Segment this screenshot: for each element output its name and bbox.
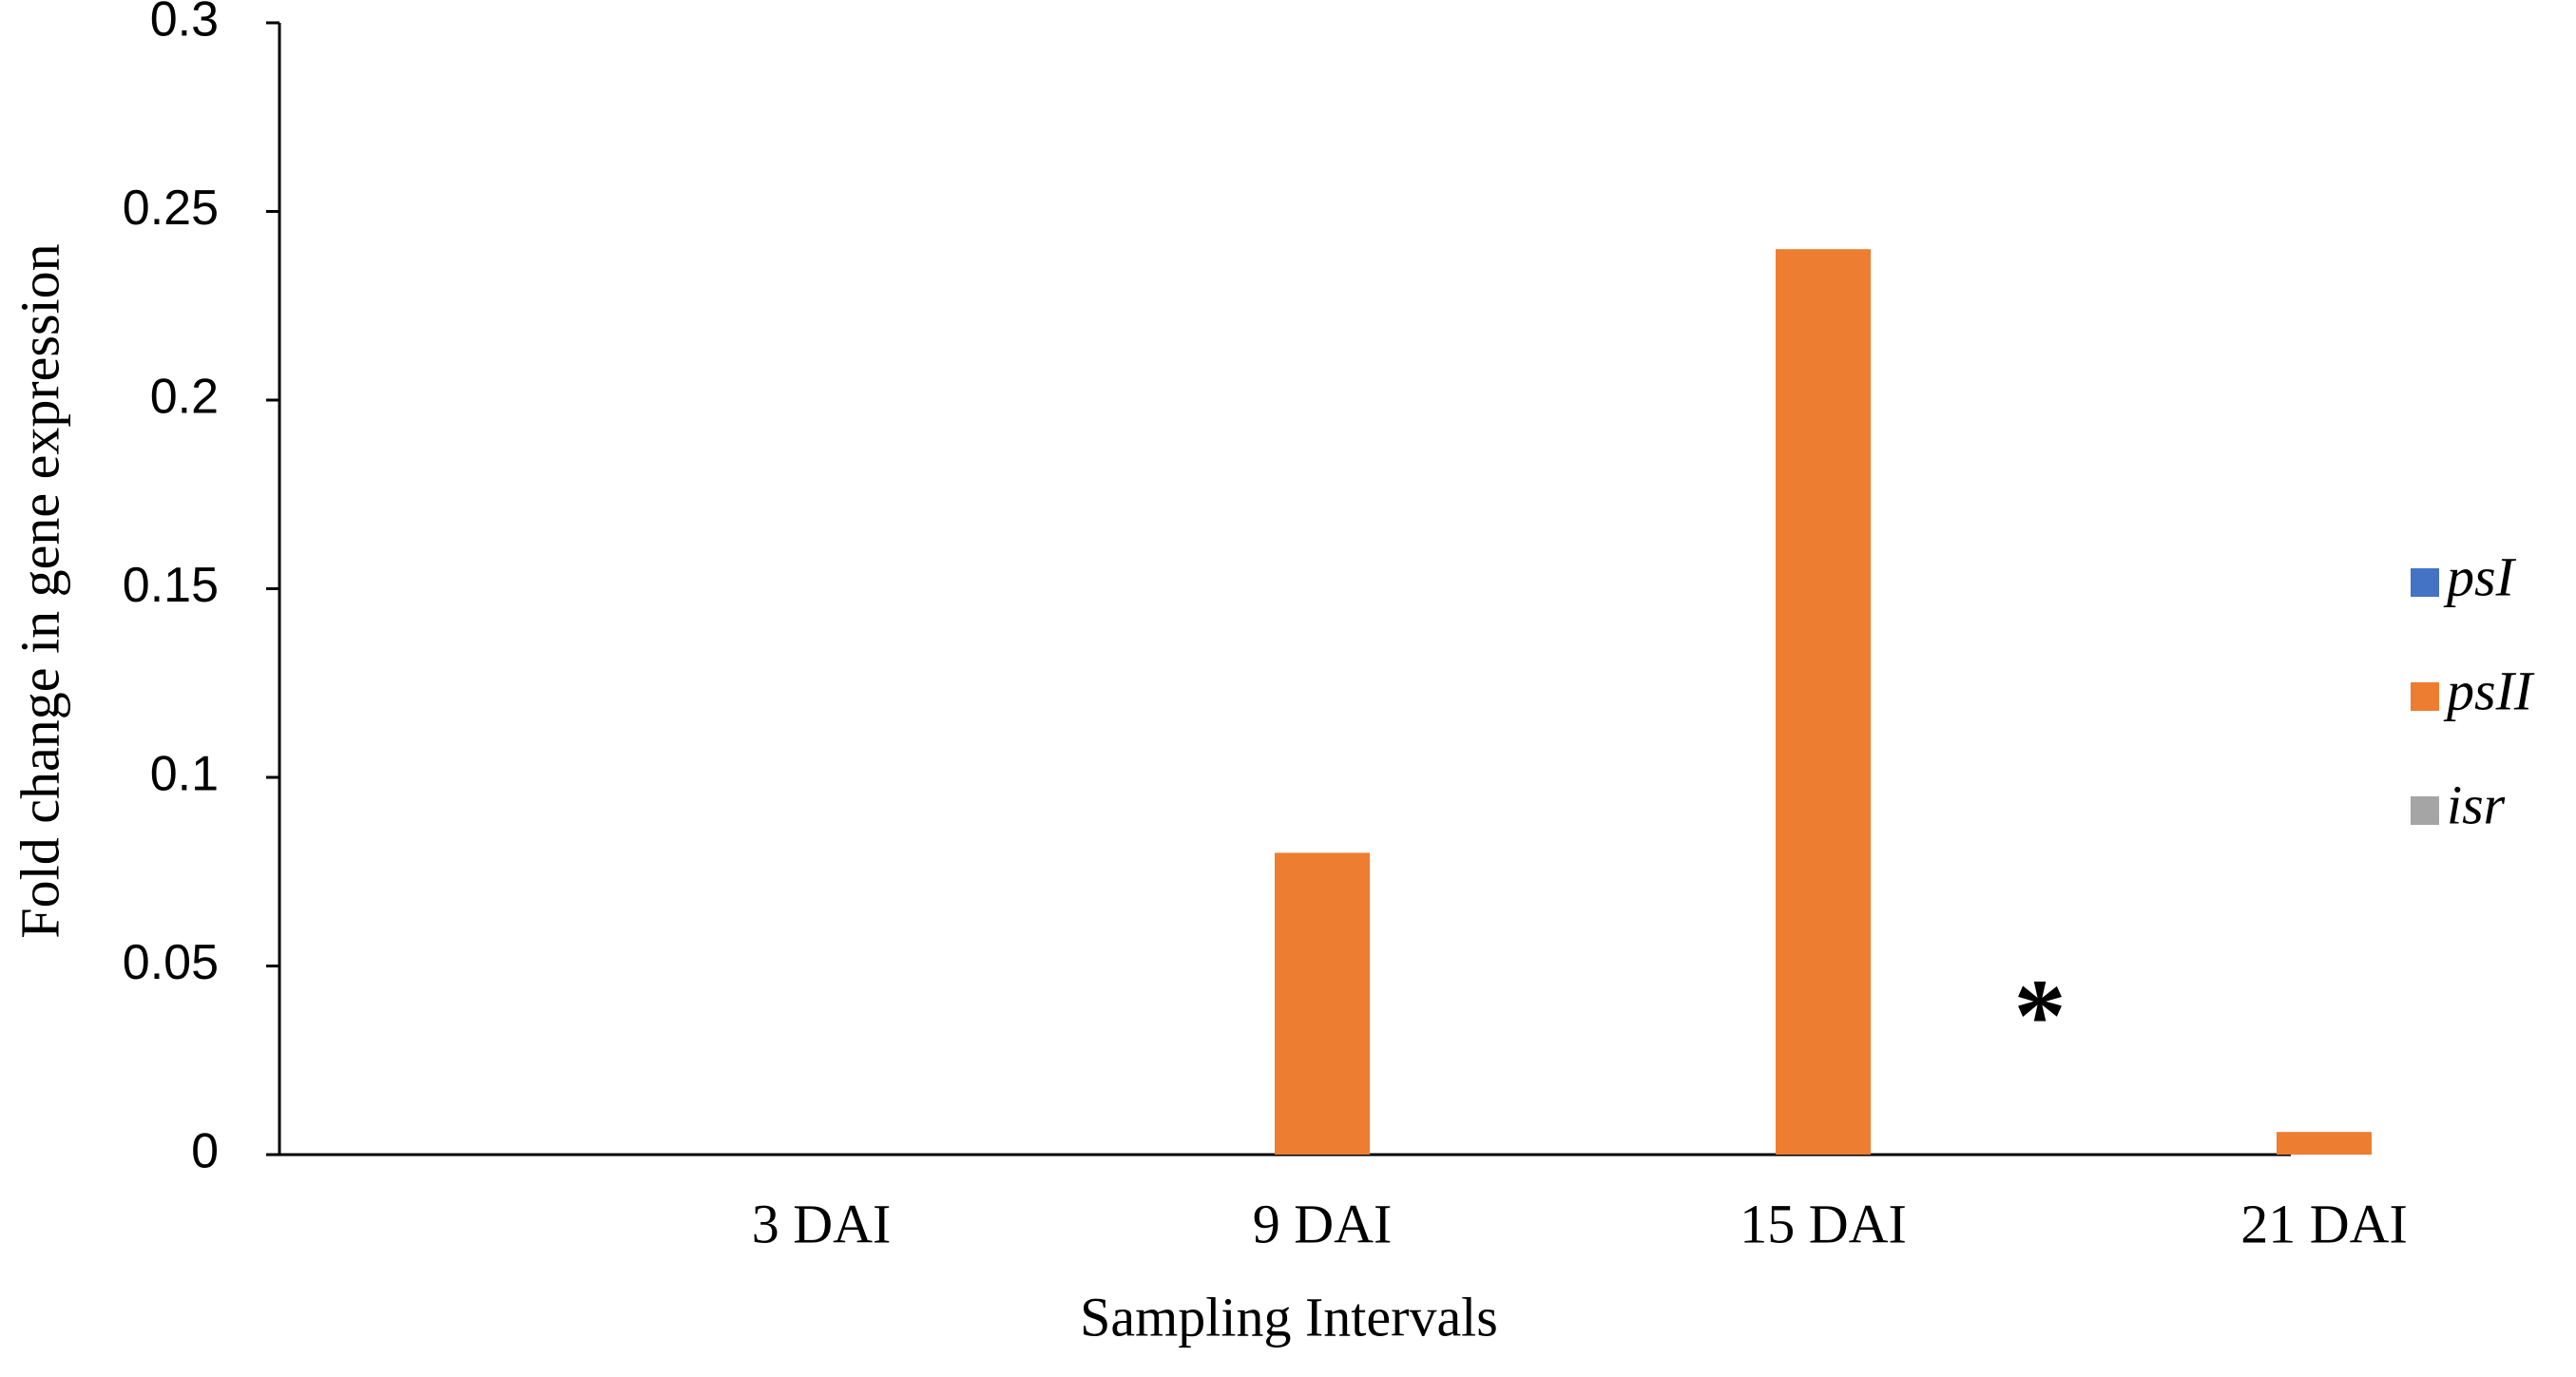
x-tick-label: 9 DAI bbox=[1253, 1193, 1393, 1254]
bar bbox=[2277, 1132, 2372, 1155]
bar bbox=[1776, 249, 1871, 1155]
x-tick-label: 15 DAI bbox=[1740, 1193, 1907, 1254]
legend-label: psI bbox=[2443, 545, 2517, 607]
x-tick-label: 3 DAI bbox=[752, 1193, 892, 1254]
y-axis-title: Fold change in gene expression bbox=[9, 243, 70, 938]
y-tick-label: 0.15 bbox=[123, 558, 219, 613]
annotation: * bbox=[2014, 957, 2067, 1073]
y-tick-label: 0 bbox=[191, 1124, 219, 1179]
y-tick-label: 0.05 bbox=[123, 935, 219, 990]
x-axis-title: Sampling Intervals bbox=[1080, 1286, 1498, 1348]
y-tick-label: 0.3 bbox=[150, 0, 219, 48]
bar bbox=[1275, 852, 1370, 1155]
legend-swatch bbox=[2411, 682, 2439, 711]
legend-swatch bbox=[2411, 568, 2439, 597]
legend-label: isr bbox=[2447, 774, 2506, 835]
legend-swatch bbox=[2411, 796, 2439, 825]
y-tick-label: 0.2 bbox=[150, 370, 219, 425]
legend-label: psII bbox=[2443, 660, 2535, 721]
x-tick-label: 21 DAI bbox=[2240, 1193, 2408, 1254]
y-tick-label: 0.25 bbox=[123, 181, 219, 236]
y-tick-label: 0.1 bbox=[150, 747, 219, 802]
